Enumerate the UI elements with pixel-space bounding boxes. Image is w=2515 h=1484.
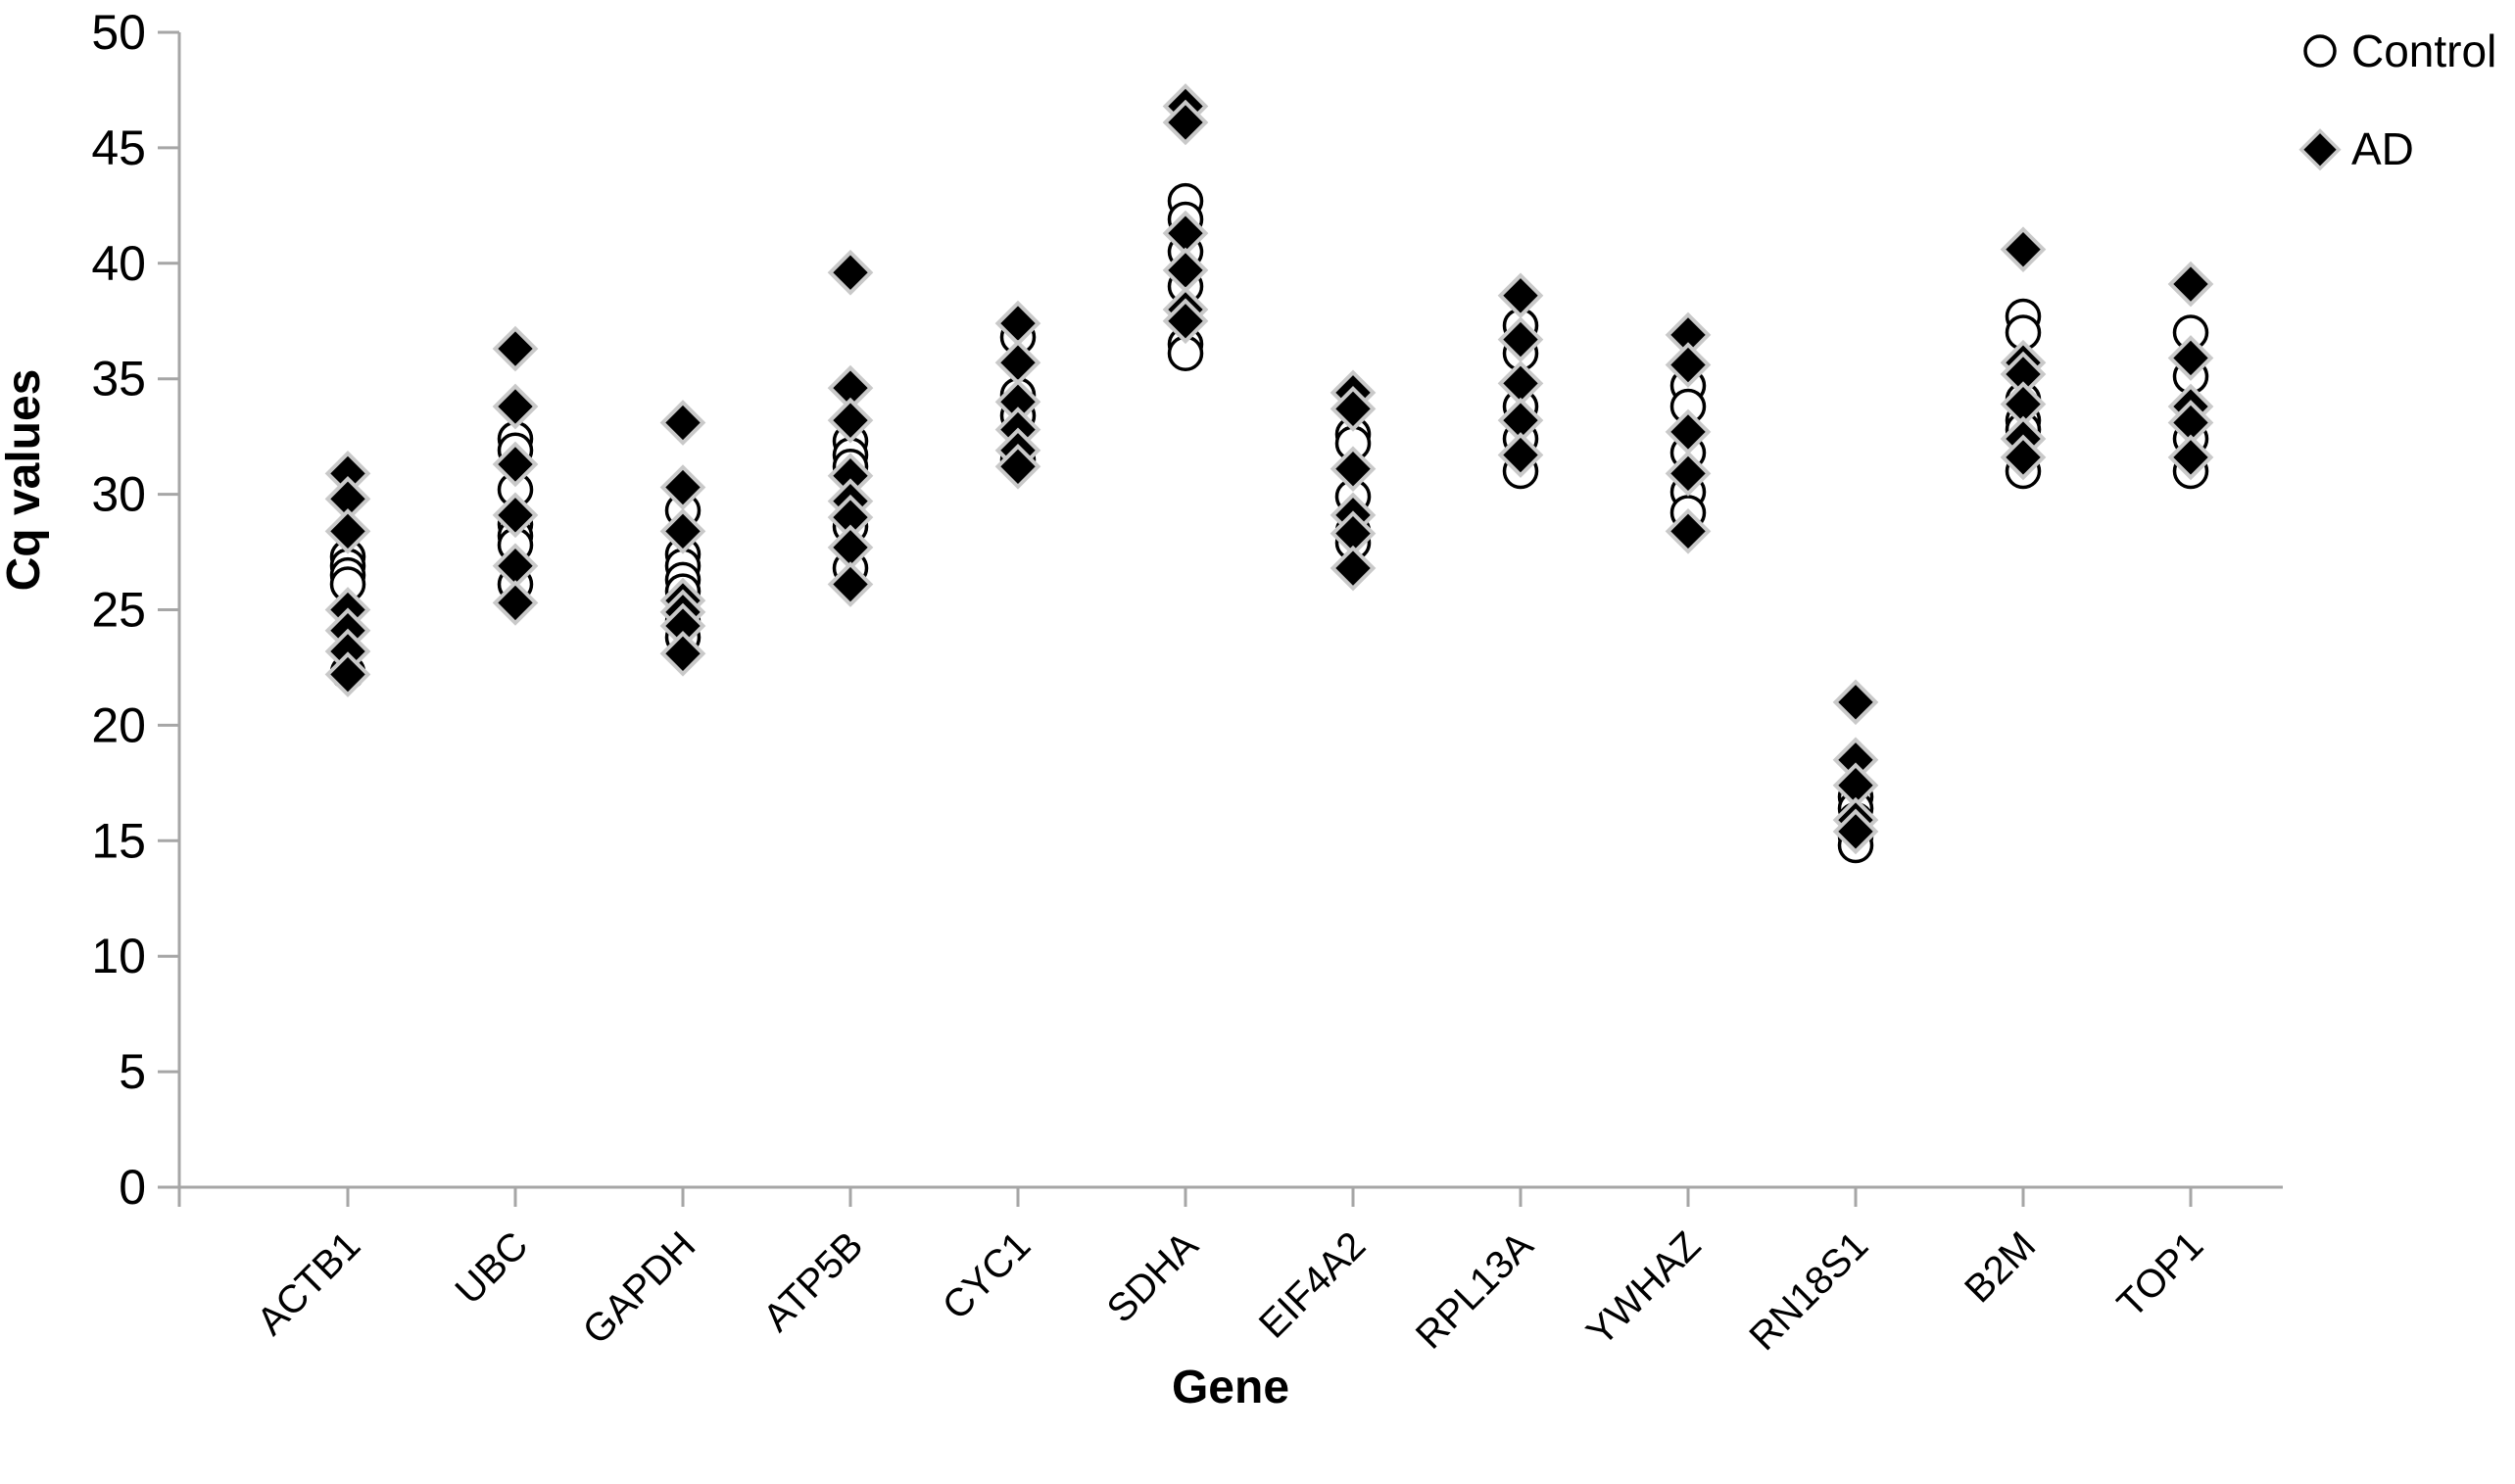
data-point-ad xyxy=(1330,545,1377,592)
data-point-ad xyxy=(1330,446,1377,492)
legend-control-marker-icon xyxy=(2303,34,2337,68)
data-point-ad xyxy=(1832,762,1879,809)
x-category-label: GAPDH xyxy=(575,1223,704,1353)
x-axis-title: Gene xyxy=(1172,1362,1289,1413)
x-category-label: RPL13A xyxy=(1408,1223,1542,1358)
y-tick-label: 40 xyxy=(91,236,146,291)
data-point-ad xyxy=(2000,226,2047,272)
legend-control-label: Control xyxy=(2351,25,2496,76)
data-point-ad xyxy=(2167,400,2214,446)
y-tick-label: 15 xyxy=(91,813,146,868)
data-point-ad xyxy=(827,524,874,571)
y-axis-title: Cq values xyxy=(0,369,50,592)
data-point-ad xyxy=(1162,247,1209,294)
x-category-label: YWHAZ xyxy=(1578,1223,1709,1354)
data-point-ad xyxy=(659,630,706,677)
data-point-ad xyxy=(994,443,1041,490)
x-category-label: ACTB1 xyxy=(249,1223,368,1343)
x-category-label: SDHA xyxy=(1099,1223,1207,1331)
data-point-ad xyxy=(2000,434,2047,481)
x-category-label: RN18S1 xyxy=(1741,1223,1876,1359)
data-point-ad xyxy=(1665,408,1712,455)
data-point-ad xyxy=(1497,360,1544,407)
data-point-ad xyxy=(492,543,539,590)
data-point-ad xyxy=(492,383,539,430)
data-point-ad xyxy=(659,602,706,649)
y-tick-label: 50 xyxy=(91,5,146,60)
data-point-ad xyxy=(1497,316,1544,362)
data-point-ad xyxy=(324,507,371,554)
data-point-ad xyxy=(827,364,874,411)
data-point-ad xyxy=(1832,679,1879,726)
data-point-ad xyxy=(1665,451,1712,497)
data-point-ad xyxy=(1162,99,1209,146)
legend-ad-marker-icon xyxy=(2298,128,2342,171)
x-category-label: CYC1 xyxy=(935,1223,1040,1328)
data-point-ad xyxy=(324,451,371,497)
y-tick-label: 20 xyxy=(91,697,146,752)
data-point-ad xyxy=(492,441,539,488)
data-point-ad xyxy=(1665,342,1712,388)
y-tick-label: 0 xyxy=(119,1160,146,1215)
data-point-ad xyxy=(1497,272,1544,319)
legend-ad-label: AD xyxy=(2351,123,2414,174)
data-point-ad xyxy=(2167,434,2214,481)
x-category-label: B2M xyxy=(1957,1223,2044,1311)
data-point-ad xyxy=(324,651,371,697)
data-point-ad xyxy=(1330,386,1377,432)
data-point-ad xyxy=(994,378,1041,425)
data-point-ad xyxy=(1665,311,1712,359)
data-point-ad xyxy=(659,507,706,554)
data-point-ad xyxy=(2000,351,2047,398)
data-point-ad xyxy=(659,400,706,446)
y-tick-label: 10 xyxy=(91,929,146,983)
data-point-ad xyxy=(659,464,706,510)
y-tick-label: 45 xyxy=(91,120,146,175)
x-category-label: TOP1 xyxy=(2109,1223,2211,1325)
data-point-ad xyxy=(2167,261,2214,308)
data-point-ad xyxy=(492,580,539,626)
data-point-ad xyxy=(2000,381,2047,427)
data-point-ad xyxy=(1162,298,1209,345)
data-point-ad xyxy=(994,339,1041,386)
data-point-ad xyxy=(492,492,539,539)
data-point-ad xyxy=(2167,335,2214,381)
data-point-ad xyxy=(827,397,874,444)
y-tick-label: 35 xyxy=(91,352,146,407)
data-point-ad xyxy=(1832,737,1879,784)
data-point-ad xyxy=(1497,397,1544,444)
data-point-ad xyxy=(827,561,874,607)
data-point-ad xyxy=(1162,210,1209,257)
data-point-ad xyxy=(994,300,1041,347)
y-tick-label: 5 xyxy=(119,1044,146,1099)
data-point-ad xyxy=(492,325,539,372)
data-point-ad xyxy=(1665,507,1712,554)
data-point-ad xyxy=(324,628,371,675)
data-point-ad xyxy=(324,475,371,522)
data-point-ad xyxy=(827,453,874,500)
data-point-ad xyxy=(1330,510,1377,557)
x-category-label: EIF4A2 xyxy=(1251,1223,1374,1346)
data-point-ad xyxy=(827,249,874,296)
data-point-ad xyxy=(1832,808,1879,855)
y-tick-label: 25 xyxy=(91,583,146,638)
x-category-label: UBC xyxy=(448,1223,537,1313)
legend: Control AD xyxy=(2298,25,2496,174)
y-tick-label: 30 xyxy=(91,467,146,522)
data-point-ad xyxy=(1497,432,1544,478)
plot-area: 0 5 10 15 20 25 30 35 40 45 50 ACTB1 UBC GAPDH ATP5B CY… xyxy=(91,5,2283,1359)
data-point-ad xyxy=(827,494,874,541)
x-category-label: ATP5B xyxy=(755,1223,872,1340)
